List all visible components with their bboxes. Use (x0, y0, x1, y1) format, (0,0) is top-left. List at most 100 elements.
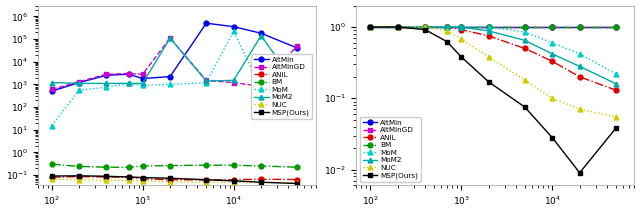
Line: NUC: NUC (49, 177, 300, 185)
MoM (257, 86, 265, 89)
BM (48, 163, 56, 166)
MoM2 (293, 85, 301, 88)
MoM2 (202, 80, 210, 82)
BM (548, 26, 556, 28)
MoM (48, 124, 56, 127)
MSP(Ours) (257, 181, 265, 183)
MSP(Ours) (458, 56, 465, 58)
MoM2 (139, 82, 147, 85)
MoM (576, 53, 584, 55)
MoM (125, 82, 132, 85)
AltMinGD (521, 26, 529, 28)
MoM2 (166, 37, 174, 39)
AltMinGD (367, 26, 374, 28)
AltMinGD (548, 26, 556, 28)
MoM2 (76, 82, 83, 85)
MoM (458, 26, 465, 28)
AltMin (139, 77, 147, 80)
MoM (485, 26, 493, 28)
ANIL (367, 26, 374, 28)
AltMinGD (257, 85, 265, 88)
BM (458, 26, 465, 28)
NUC (485, 56, 493, 58)
AltMin (444, 26, 451, 28)
ANIL (139, 177, 147, 180)
MSP(Ours) (48, 175, 56, 177)
ANIL (521, 47, 529, 50)
MSP(Ours) (102, 175, 110, 177)
MSP(Ours) (139, 176, 147, 179)
MoM (612, 73, 620, 75)
Line: NUC: NUC (368, 24, 618, 119)
MoM2 (102, 82, 110, 85)
AltMin (394, 26, 401, 28)
BM (485, 26, 493, 28)
NUC (102, 179, 110, 182)
Line: AltMin: AltMin (49, 21, 300, 94)
NUC (421, 26, 429, 28)
MoM2 (394, 26, 401, 28)
Line: BM: BM (368, 24, 618, 29)
MoM2 (125, 82, 132, 85)
BM (257, 165, 265, 167)
BM (394, 26, 401, 28)
MSP(Ours) (76, 174, 83, 177)
NUC (367, 26, 374, 28)
NUC (458, 38, 465, 40)
AltMinGD (444, 26, 451, 28)
AltMin (458, 26, 465, 28)
AltMinGD (576, 26, 584, 28)
ANIL (394, 26, 401, 28)
NUC (444, 30, 451, 32)
MoM2 (612, 82, 620, 85)
BM (367, 26, 374, 28)
MSP(Ours) (576, 171, 584, 174)
Line: MoM: MoM (368, 24, 618, 76)
MoM (166, 83, 174, 86)
MoM (394, 26, 401, 28)
AltMin (485, 26, 493, 28)
MoM2 (421, 26, 429, 28)
ANIL (612, 89, 620, 91)
MSP(Ours) (394, 26, 401, 28)
MoM (102, 86, 110, 88)
AltMinGD (485, 26, 493, 28)
ANIL (166, 178, 174, 181)
Line: AltMin: AltMin (368, 24, 618, 29)
NUC (257, 181, 265, 184)
ANIL (444, 26, 451, 28)
MSP(Ours) (125, 176, 132, 178)
BM (76, 165, 83, 168)
AltMinGD (293, 45, 301, 47)
MoM2 (548, 53, 556, 55)
BM (293, 166, 301, 168)
Legend: AltMin, AltMinGD, ANIL, BM, MoM, MoM2, NUC, MSP(Ours): AltMin, AltMinGD, ANIL, BM, MoM, MoM2, N… (360, 117, 421, 182)
Line: ANIL: ANIL (368, 24, 618, 93)
AltMinGD (458, 26, 465, 28)
NUC (293, 181, 301, 184)
NUC (576, 108, 584, 111)
AltMin (421, 26, 429, 28)
MSP(Ours) (421, 28, 429, 31)
MoM2 (458, 26, 465, 28)
MoM (202, 81, 210, 84)
AltMin (202, 22, 210, 24)
Line: MoM2: MoM2 (49, 33, 300, 89)
MSP(Ours) (230, 180, 237, 182)
ANIL (293, 178, 301, 181)
AltMinGD (102, 73, 110, 75)
AltMinGD (166, 37, 174, 39)
MoM (421, 26, 429, 28)
AltMinGD (48, 88, 56, 91)
BM (521, 26, 529, 28)
NUC (202, 181, 210, 183)
BM (421, 26, 429, 28)
Line: ANIL: ANIL (49, 174, 300, 183)
AltMinGD (76, 81, 83, 83)
BM (576, 26, 584, 28)
ANIL (458, 28, 465, 31)
ANIL (257, 178, 265, 180)
MSP(Ours) (444, 40, 451, 43)
AltMinGD (230, 81, 237, 84)
AltMin (293, 47, 301, 49)
